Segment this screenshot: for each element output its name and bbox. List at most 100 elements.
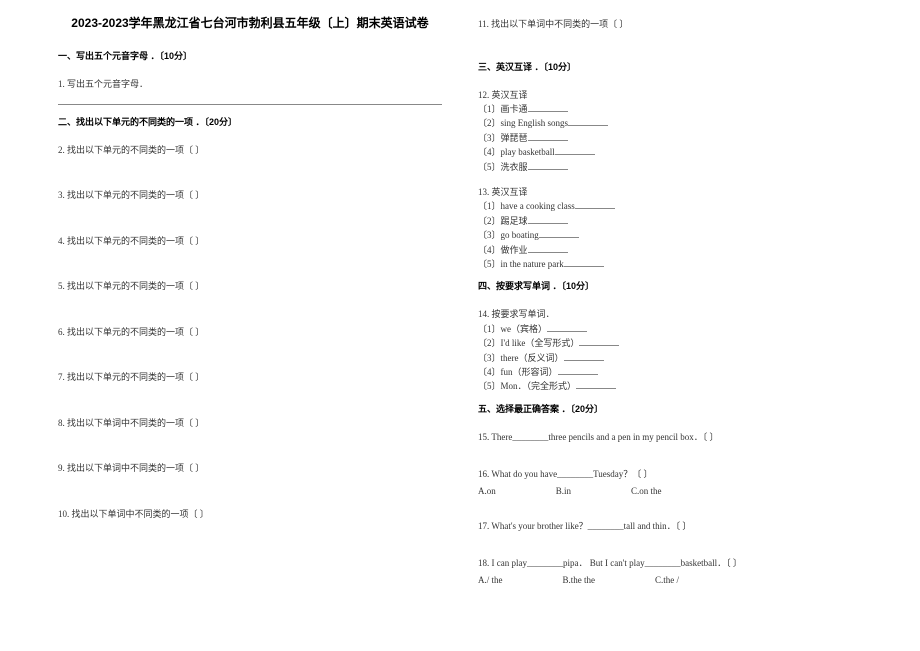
question-13-5: 〔5〕in the nature park [478,257,862,271]
blank [528,244,568,253]
question-12-1: 〔1〕画卡通 [478,102,862,116]
question-12: 12. 英汉互译 [478,89,862,103]
question-14-2: 〔2〕I'd like（全写形式） [478,336,862,350]
spacer [58,294,442,322]
question-12-5: 〔5〕洗衣服 [478,160,862,174]
q14-1-text: 〔1〕we（宾格） [478,324,547,334]
opt-16c: C.on the [631,486,662,496]
blank [564,352,604,361]
spacer [58,476,442,504]
section-3-head: 三、英汉互译 ．〔10分〕 [478,60,862,73]
question-14-1: 〔1〕we（宾格） [478,322,862,336]
question-2: 2. 找出以下单元的不同类的一项〔 〕 [58,144,442,158]
question-10: 10. 找出以下单词中不同类的一项〔 〕 [58,508,442,522]
question-14-4: 〔4〕fun（形容词） [478,365,862,379]
blank [555,146,595,155]
opt-16b: B.in [556,486,571,496]
question-16: 16. What do you have________Tuesday？〔 〕 [478,468,862,482]
right-column: 11. 找出以下单词中不同类的一项〔 〕 三、英汉互译 ．〔10分〕 12. 英… [460,14,880,641]
question-11: 11. 找出以下单词中不同类的一项〔 〕 [478,18,862,32]
question-13-3: 〔3〕go boating [478,228,862,242]
opt-16a: A.on [478,486,496,496]
question-13: 13. 英汉互译 [478,186,862,200]
question-3: 3. 找出以下单元的不同类的一项〔 〕 [58,189,442,203]
blank [564,258,604,267]
exam-page: 2023-2023学年黑龙江省七台河市勃利县五年级〔上〕期末英语试卷 一、写出五… [0,0,920,651]
section-4-head: 四、按要求写单词 ．〔10分〕 [478,279,862,292]
spacer [58,385,442,413]
spacer [478,419,862,427]
spacer [58,157,442,185]
spacer [58,203,442,231]
blank [575,200,615,209]
question-13-4: 〔4〕做作业 [478,243,862,257]
opt-18a: A./ the [478,575,503,585]
spacer [478,444,862,464]
question-12-4: 〔4〕play basketball [478,145,862,159]
question-6: 6. 找出以下单元的不同类的一项〔 〕 [58,326,442,340]
q14-5-text: 〔5〕Mon．（完全形式） [478,381,576,391]
left-column: 2023-2023学年黑龙江省七台河市勃利县五年级〔上〕期末英语试卷 一、写出五… [40,14,460,641]
q12-1-text: 〔1〕画卡通 [478,104,528,114]
question-12-2: 〔2〕sing English songs [478,116,862,130]
question-14-3: 〔3〕there（反义词） [478,351,862,365]
q14-3-text: 〔3〕there（反义词） [478,353,564,363]
q13-3-text: 〔3〕go boating [478,230,539,240]
q12-3-text: 〔3〕弹琵琶 [478,133,528,143]
q13-5-text: 〔5〕in the nature park [478,259,564,269]
question-16-options: A.on B.in C.on the [478,486,862,496]
q12-5-text: 〔5〕洗衣服 [478,162,528,172]
blank [528,103,568,112]
blank [568,117,608,126]
q12-4-text: 〔4〕play basketball [478,147,555,157]
spacer [478,296,862,304]
opt-18b: B.the the [563,575,596,585]
question-1: 1. 写出五个元音字母． [58,78,442,92]
question-17: 17. What's your brother like？________tal… [478,520,862,534]
q14-2-text: 〔2〕I'd like（全写形式） [478,338,579,348]
spacer [478,533,862,553]
question-9: 9. 找出以下单词中不同类的一项〔 〕 [58,462,442,476]
question-14: 14. 按要求写单词． [478,308,862,322]
q13-1-text: 〔1〕have a cooking class [478,201,575,211]
question-12-3: 〔3〕弹琵琶 [478,131,862,145]
spacer [478,496,862,516]
section-5-head: 五、选择最正确答案 ．〔20分〕 [478,402,862,415]
blank [558,366,598,375]
spacer [478,77,862,85]
question-14-5: 〔5〕Mon．（完全形式） [478,379,862,393]
divider [58,104,442,105]
opt-18c: C.the / [655,575,679,585]
question-13-2: 〔2〕踢足球 [478,214,862,228]
section-2-head: 二、找出以下单元的不同类的一项 ．〔20分〕 [58,115,442,128]
question-15: 15. There________three pencils and a pen… [478,431,862,445]
spacer [478,32,862,52]
spacer [478,174,862,182]
blank [528,215,568,224]
q13-4-text: 〔4〕做作业 [478,245,528,255]
question-7: 7. 找出以下单元的不同类的一项〔 〕 [58,371,442,385]
question-13-1: 〔1〕have a cooking class [478,199,862,213]
spacer [58,430,442,458]
question-18: 18. I can play________pipa． But I can't … [478,557,862,571]
question-5: 5. 找出以下单元的不同类的一项〔 〕 [58,280,442,294]
spacer [58,66,442,74]
section-1-head: 一、写出五个元音字母 ．〔10分〕 [58,49,442,62]
blank [528,132,568,141]
question-8: 8. 找出以下单词中不同类的一项〔 〕 [58,417,442,431]
exam-title: 2023-2023学年黑龙江省七台河市勃利县五年级〔上〕期末英语试卷 [58,14,442,31]
blank [547,323,587,332]
question-4: 4. 找出以下单元的不同类的一项〔 〕 [58,235,442,249]
q12-2-text: 〔2〕sing English songs [478,118,568,128]
spacer [58,339,442,367]
q13-2-text: 〔2〕踢足球 [478,216,528,226]
q14-4-text: 〔4〕fun（形容词） [478,367,558,377]
blank [579,337,619,346]
spacer [58,92,442,100]
blank [539,229,579,238]
blank [528,161,568,170]
spacer [58,248,442,276]
question-18-options: A./ the B.the the C.the / [478,575,862,585]
spacer [58,132,442,140]
blank [576,380,616,389]
